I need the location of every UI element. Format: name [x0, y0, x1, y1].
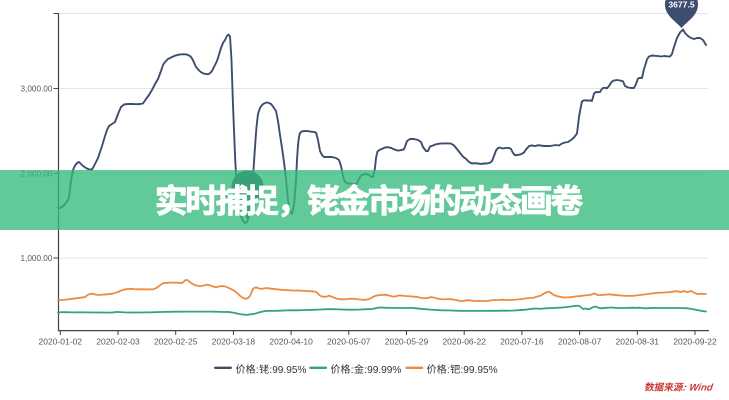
svg-text:: Wind: : Wind — [682, 383, 714, 394]
svg-text:2020-03-18: 2020-03-18 — [212, 337, 256, 347]
svg-text:2020-05-07: 2020-05-07 — [327, 337, 371, 347]
svg-text:2020-02-25: 2020-02-25 — [154, 337, 198, 347]
svg-text::99.99%: :99.99% — [364, 365, 401, 376]
svg-text:2020-07-16: 2020-07-16 — [500, 337, 544, 347]
svg-text:3,000.00: 3,000.00 — [21, 85, 53, 94]
svg-text:2020-09-22: 2020-09-22 — [673, 337, 717, 347]
svg-text:2020-02-03: 2020-02-03 — [96, 337, 140, 347]
svg-text:2020-04-10: 2020-04-10 — [269, 337, 313, 347]
svg-text:3677.5: 3677.5 — [668, 0, 695, 10]
svg-text:1,000.00: 1,000.00 — [21, 254, 53, 263]
svg-text:2020-05-29: 2020-05-29 — [385, 337, 429, 347]
svg-text::: : — [351, 365, 354, 376]
svg-text:2020-08-31: 2020-08-31 — [616, 337, 660, 347]
svg-text:2020-01-02: 2020-01-02 — [39, 337, 83, 347]
svg-text::: : — [256, 365, 259, 376]
svg-text::99.95%: :99.95% — [461, 365, 498, 376]
svg-text::: : — [447, 365, 450, 376]
svg-text::99.95%: :99.95% — [269, 365, 306, 376]
svg-text:2020-08-07: 2020-08-07 — [558, 337, 602, 347]
svg-text:2020-06-22: 2020-06-22 — [442, 337, 486, 347]
